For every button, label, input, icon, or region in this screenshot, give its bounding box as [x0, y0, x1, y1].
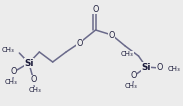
Text: CH₃: CH₃: [28, 87, 41, 93]
Text: O: O: [30, 75, 37, 84]
Text: O: O: [156, 63, 163, 73]
Text: CH₃: CH₃: [121, 51, 134, 57]
Text: Si: Si: [24, 59, 34, 68]
Text: CH₃: CH₃: [124, 83, 137, 89]
Text: O: O: [10, 68, 17, 77]
Text: O: O: [92, 4, 99, 13]
Text: CH₃: CH₃: [4, 79, 17, 85]
Text: Si: Si: [141, 63, 151, 72]
Text: O: O: [76, 38, 83, 47]
Text: CH₃: CH₃: [168, 66, 181, 72]
Text: CH₃: CH₃: [2, 47, 14, 53]
Text: O: O: [109, 31, 115, 40]
Text: O: O: [131, 72, 137, 80]
